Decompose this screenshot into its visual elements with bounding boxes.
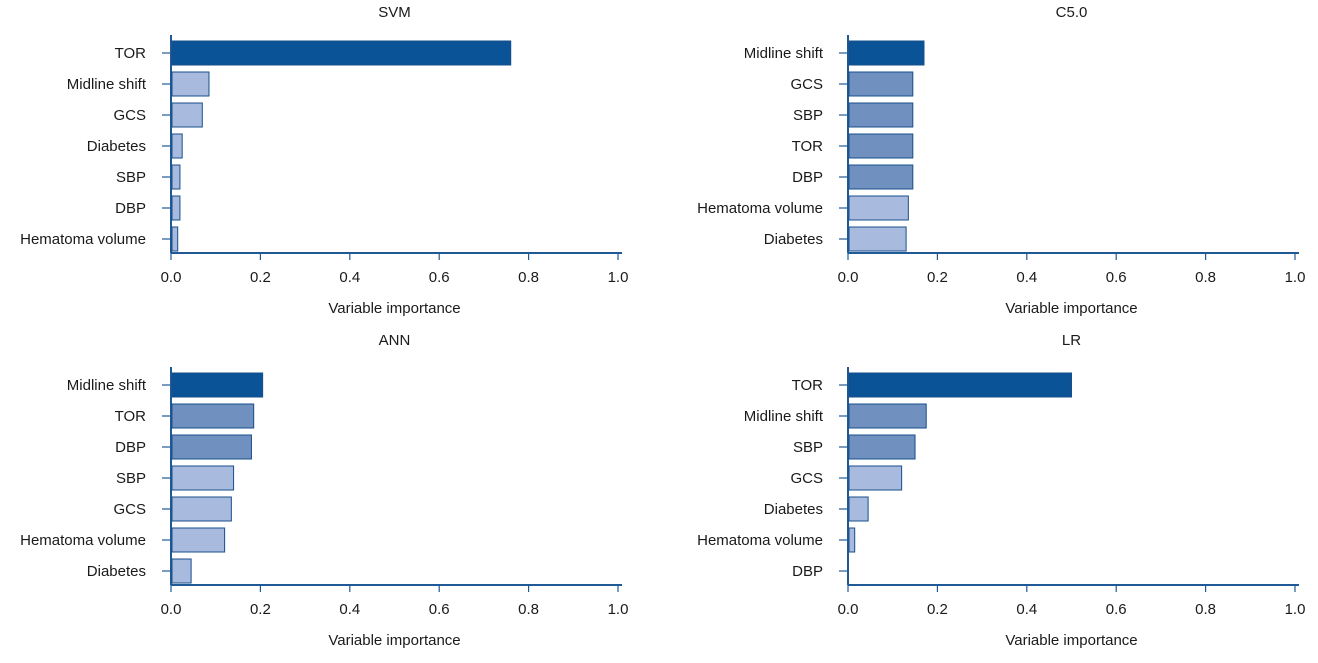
panel-title: ANN [379,332,411,349]
category-label: SBP [793,107,823,124]
bar [171,527,226,553]
x-tick-label: 0.8 [1195,269,1216,286]
x-tick-label: 0.8 [518,601,539,618]
bar [171,372,264,398]
bar [848,164,914,190]
category-label: TOR [115,45,147,62]
bar [848,372,1072,398]
x-axis-label: Variable importance [328,632,460,649]
x-tick-label: 0.2 [250,269,271,286]
category-label: TOR [792,138,824,155]
panel-lr: LR TOR Midline shift SBP GCS Diabetes Hematoma… [697,332,1305,649]
bar [171,465,235,491]
x-tick-label: 0.8 [518,269,539,286]
x-tick-label: 1.0 [1285,601,1306,618]
category-label: Midline shift [67,76,147,93]
bar [171,195,181,221]
bar [171,403,255,429]
category-label: Hematoma volume [20,532,146,549]
category-label: Diabetes [764,231,823,248]
bar [171,71,210,97]
category-label: DBP [792,169,823,186]
x-tick-label: 0.8 [1195,601,1216,618]
panel-title: C5.0 [1056,4,1088,21]
panel-title: SVM [378,4,411,21]
category-label: SBP [116,470,146,487]
x-tick-label: 0.4 [339,601,360,618]
x-tick-label: 0.6 [1106,601,1127,618]
x-axis-label: Variable importance [1005,632,1137,649]
bar [171,226,179,252]
x-axis-label: Variable importance [328,300,460,317]
x-tick-label: 0.4 [339,269,360,286]
x-tick-label: 0.0 [161,269,182,286]
x-tick-label: 1.0 [608,269,629,286]
x-tick-label: 0.2 [927,269,948,286]
category-label: Hematoma volume [697,200,823,217]
bar [848,527,856,553]
bar [171,434,252,460]
category-label: Hematoma volume [20,231,146,248]
category-label: TOR [115,408,147,425]
x-tick-label: 0.4 [1016,269,1037,286]
x-axis-label: Variable importance [1005,300,1137,317]
category-label: TOR [792,377,824,394]
category-label: Midline shift [744,408,824,425]
category-label: GCS [790,470,823,487]
category-label: Diabetes [87,563,146,580]
x-tick-label: 0.0 [838,601,859,618]
bar [848,133,914,159]
x-tick-label: 0.2 [250,601,271,618]
category-label: DBP [115,439,146,456]
bar [171,102,203,128]
x-tick-label: 1.0 [1285,269,1306,286]
category-label: Hematoma volume [697,532,823,549]
panel-title: LR [1062,332,1081,349]
bar [171,164,181,190]
bar [848,434,916,460]
bar [848,496,869,522]
x-tick-label: 0.0 [161,601,182,618]
panel-c5-0: C5.0 Midline shift GCS SBP TOR DBP Hematoma vo… [697,4,1305,317]
x-tick-label: 0.0 [838,269,859,286]
panel-ann: ANN Midline shift TOR DBP SBP GCS Hematoma vol… [20,332,628,649]
panel-svm: SVM TOR Midline shift GCS Diabetes SBP DBP Hema… [20,4,628,317]
x-tick-label: 1.0 [608,601,629,618]
bar [848,195,909,221]
category-label: Midline shift [67,377,147,394]
category-label: Diabetes [764,501,823,518]
category-label: SBP [793,439,823,456]
category-label: Midline shift [744,45,824,62]
bar [171,40,512,66]
x-tick-label: 0.6 [429,269,450,286]
bar [848,102,914,128]
bar [848,40,925,66]
x-tick-label: 0.4 [1016,601,1037,618]
bar [848,465,903,491]
x-tick-label: 0.2 [927,601,948,618]
category-label: DBP [792,563,823,580]
bar [171,133,183,159]
bar [171,558,192,584]
category-label: SBP [116,169,146,186]
bar [848,403,927,429]
category-label: GCS [113,107,146,124]
category-label: GCS [790,76,823,93]
category-label: Diabetes [87,138,146,155]
bar [848,226,907,252]
x-tick-label: 0.6 [429,601,450,618]
x-tick-label: 0.6 [1106,269,1127,286]
category-label: DBP [115,200,146,217]
category-label: GCS [113,501,146,518]
bar [171,496,232,522]
bar [848,71,914,97]
